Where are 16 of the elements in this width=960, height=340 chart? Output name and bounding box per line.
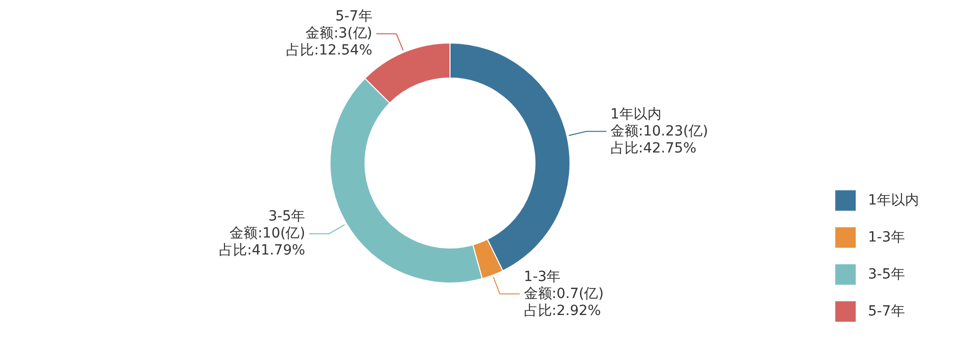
text: 占比:41.79% — [219, 242, 306, 259]
legend-label: 3-5年 — [868, 266, 905, 282]
text: 占比:42.75% — [610, 140, 696, 156]
data-label: 金额:0.7(亿) — [524, 286, 604, 302]
legend-label: 1年以内 — [868, 192, 919, 208]
text: 占比:12.54% — [286, 42, 372, 59]
slice-label: 3-5年 — [268, 208, 306, 225]
slice-label: 1-3年 — [524, 268, 561, 285]
text: 占比:2.92% — [524, 302, 601, 319]
legend-label: 5-7年 — [868, 304, 905, 320]
slice-label: 1年以内 — [610, 106, 662, 122]
slice-label: 5-7年 — [335, 8, 372, 25]
data-label: 金额:10.23(亿) — [610, 123, 708, 140]
data-label: 金额:10(亿) — [230, 226, 306, 242]
legend-label: 1-3年 — [868, 230, 905, 246]
data-label: 金额:3(亿) — [306, 26, 372, 42]
